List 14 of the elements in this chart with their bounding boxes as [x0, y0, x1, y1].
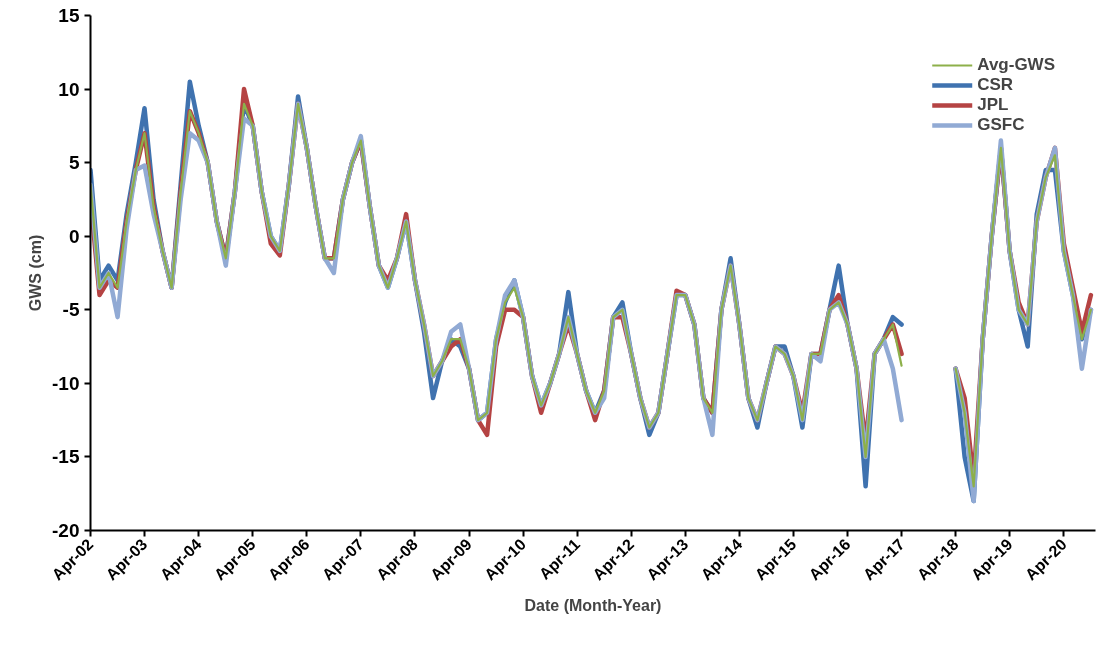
y-tick-label: 10: [58, 78, 80, 100]
legend-label: CSR: [977, 75, 1014, 95]
y-tick-label: 0: [68, 225, 80, 247]
y-tick-label: -10: [52, 372, 80, 394]
y-tick-label: -20: [52, 520, 80, 541]
y-tick-label: 15: [58, 5, 80, 26]
y-axis-title: GWS (cm): [27, 234, 45, 312]
y-tick-label: 5: [68, 152, 80, 174]
legend-label: JPL: [977, 95, 1009, 115]
y-tick-label: -15: [52, 446, 80, 468]
y-tick-label: -5: [62, 299, 80, 321]
x-axis-title: Date (Month-Year): [524, 597, 662, 615]
legend-label: GSFC: [977, 115, 1025, 135]
legend-label: Avg-GWS: [977, 55, 1055, 75]
